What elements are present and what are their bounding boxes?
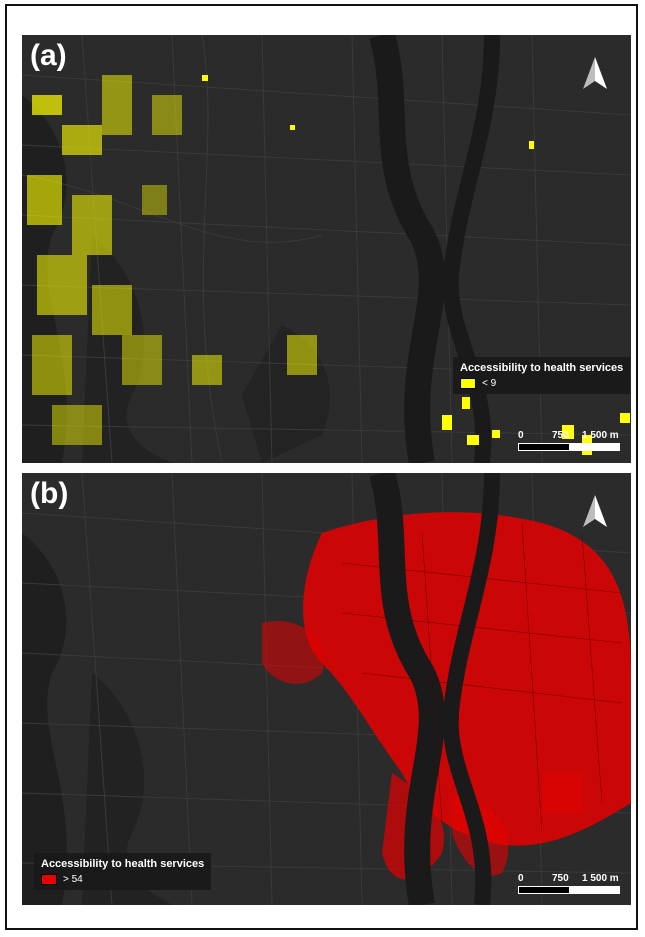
panel-label-a: (a): [30, 39, 67, 72]
legend-a-item: < 9: [482, 378, 497, 389]
scale-a-tick-1: 750: [552, 430, 569, 441]
scale-bar-a: 0 750 1 500 m: [518, 430, 620, 451]
map-b-basemap: [22, 473, 631, 905]
legend-b-title: Accessibility to health services: [41, 858, 205, 870]
map-panel-a: (a) Accessibility to health services < 9…: [22, 35, 631, 463]
scale-b-tick-2: 1 500 m: [582, 873, 619, 884]
map-panel-b: (b) Accessibility to health services > 5…: [22, 473, 631, 905]
legend-b-item: > 54: [63, 874, 83, 885]
scale-bar-b: 0 750 1 500 m: [518, 873, 620, 894]
north-arrow-icon: [583, 57, 607, 89]
legend-a: Accessibility to health services < 9: [453, 357, 631, 394]
scale-a-tick-2: 1 500 m: [582, 430, 619, 441]
scale-a-tick-0: 0: [518, 430, 524, 441]
legend-b: Accessibility to health services > 54: [34, 853, 212, 890]
legend-b-swatch: [41, 874, 57, 885]
scale-b-tick-0: 0: [518, 873, 524, 884]
legend-a-swatch: [460, 378, 476, 389]
north-arrow-icon: [583, 495, 607, 527]
scale-b-tick-1: 750: [552, 873, 569, 884]
panel-label-b: (b): [30, 477, 69, 510]
map-a-basemap: [22, 35, 631, 463]
legend-a-title: Accessibility to health services: [460, 362, 624, 374]
